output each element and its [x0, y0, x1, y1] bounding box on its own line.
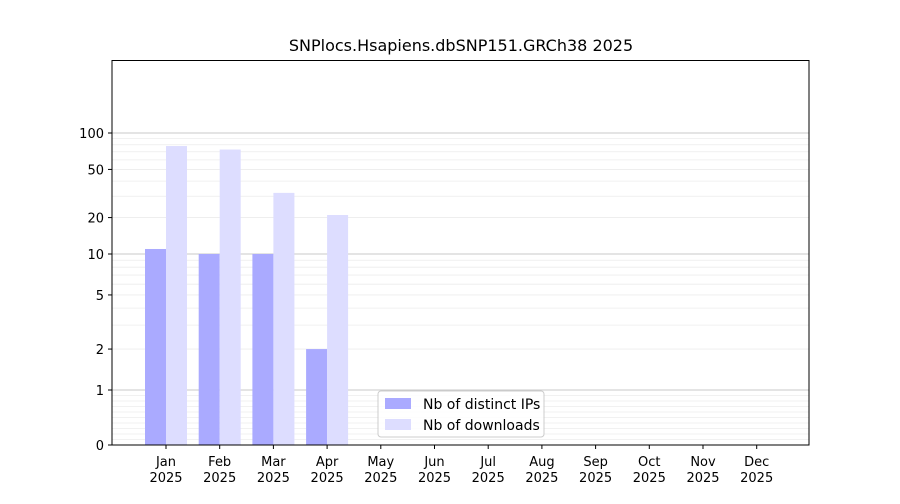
- x-tick-label: Apr 2025: [311, 455, 344, 486]
- bar-distinct-ips: [145, 248, 166, 445]
- bar-distinct-ips: [252, 254, 274, 445]
- x-tick-label: Aug 2025: [525, 455, 558, 486]
- legend-label-downloads: Nb of downloads: [423, 418, 540, 434]
- x-tick-label: Nov 2025: [686, 455, 719, 486]
- legend: Nb of distinct IPs Nb of downloads: [377, 390, 545, 438]
- x-tick-label: Oct 2025: [633, 455, 666, 486]
- x-tick-label: Jan 2025: [149, 455, 182, 486]
- x-tick-label: May 2025: [364, 455, 397, 486]
- y-tick-label: 50: [87, 163, 104, 178]
- y-axis: 0 1 2 5 10 20 50 100: [79, 127, 112, 454]
- bar-downloads: [166, 146, 187, 445]
- legend-label-distinct-ips: Nb of distinct IPs: [423, 397, 540, 413]
- y-tick-label: 0: [96, 439, 104, 454]
- bar-distinct-ips: [198, 254, 220, 445]
- plot-frame: [111, 60, 810, 446]
- y-tick-label: 1: [96, 384, 104, 399]
- bar-downloads: [273, 192, 295, 445]
- x-tick-label: Feb 2025: [203, 455, 236, 486]
- y-tick-label: 5: [96, 289, 104, 304]
- bar-downloads: [219, 149, 241, 445]
- bars: [145, 146, 349, 445]
- y-tick-label: 20: [87, 212, 104, 227]
- y-tick-label: 100: [79, 127, 104, 142]
- chart-title: SNPlocs.Hsapiens.dbSNP151.GRCh38 2025: [289, 36, 633, 55]
- bar-distinct-ips: [306, 349, 328, 445]
- x-tick-label: Dec 2025: [740, 455, 773, 486]
- legend-swatch-distinct-ips: [385, 398, 411, 409]
- x-tick-label: Jun 2025: [418, 455, 451, 486]
- x-tick-label: Jul 2025: [472, 455, 505, 486]
- bar-downloads: [327, 215, 349, 445]
- y-tick-label: 2: [96, 343, 104, 358]
- legend-box: [377, 390, 545, 438]
- x-tick-label: Sep 2025: [579, 455, 612, 486]
- y-tick-label: 10: [87, 248, 104, 263]
- legend-swatch-downloads: [385, 419, 411, 430]
- x-tick-label: Mar 2025: [257, 455, 290, 486]
- x-axis: Jan 2025 Feb 2025 Mar 2025 Apr 2025 May 2025 Jun 20…: [149, 445, 773, 486]
